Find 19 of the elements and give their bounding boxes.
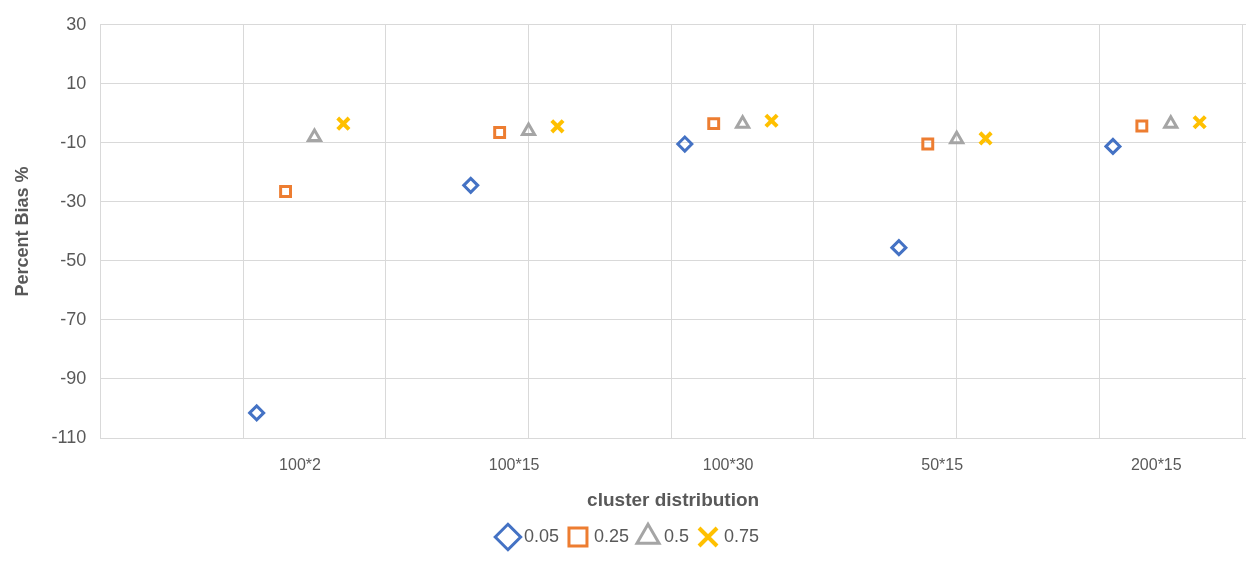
x-tick-label: 100*30 (702, 456, 754, 474)
y-tick-label: -110 (51, 426, 87, 447)
y-tick-label: 10 (66, 72, 87, 93)
x-tick-label: 100*15 (488, 456, 540, 474)
legend-label: 0.5 (664, 525, 690, 546)
y-tick-label: -70 (60, 308, 87, 329)
legend-label: 0.25 (593, 525, 630, 546)
legend-label: 0.05 (523, 525, 559, 546)
x-tick-label: 100*2 (279, 456, 322, 474)
x-tick-label: 50*15 (921, 456, 964, 474)
y-tick-label: 30 (66, 13, 87, 34)
y-axis-title: Percent Bias % (11, 166, 32, 297)
x-tick-label: 200*15 (1130, 456, 1182, 474)
y-tick-label: -90 (60, 367, 87, 388)
legend-label: 0.75 (724, 525, 760, 546)
x-axis-title: cluster distribution (587, 488, 760, 510)
y-tick-label: -30 (60, 190, 87, 211)
y-tick-label: -10 (60, 131, 87, 152)
y-tick-label: -50 (60, 249, 87, 270)
